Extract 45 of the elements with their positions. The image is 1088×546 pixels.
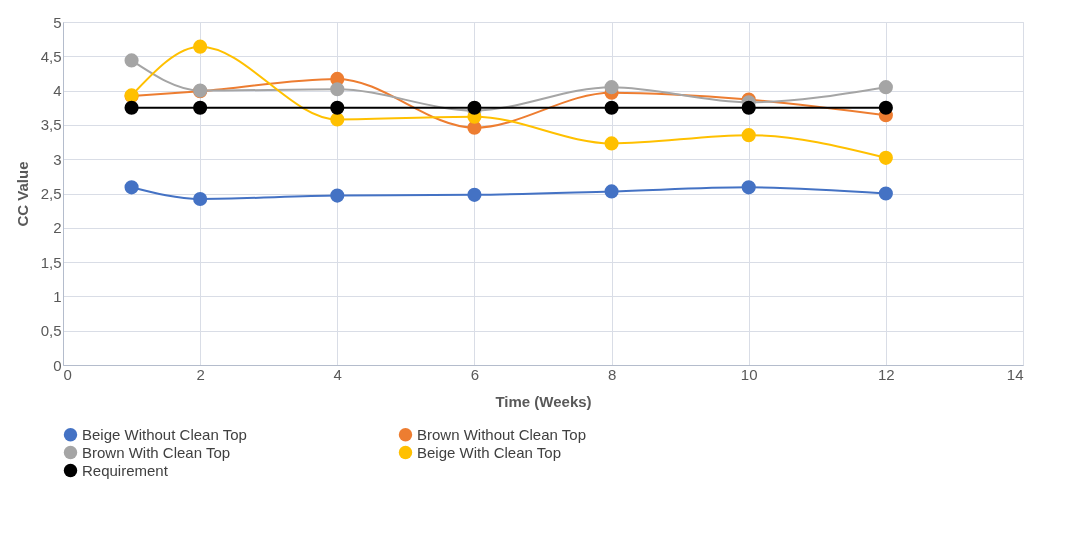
point <box>124 180 139 195</box>
point <box>193 39 208 54</box>
point <box>330 100 345 115</box>
y-tick-label: 1,5 <box>40 253 62 271</box>
point <box>741 180 756 195</box>
legend-label: Brown Without Clean Top <box>417 425 586 443</box>
point <box>878 80 893 95</box>
x-axis-title: Time (Weeks) <box>495 392 592 410</box>
point <box>193 191 208 207</box>
x-tick-label: 10 <box>740 365 758 383</box>
x-tick-label: 12 <box>878 365 895 383</box>
x-tick-label: 2 <box>196 365 205 383</box>
x-tick-label: 8 <box>607 365 617 383</box>
legend-label: Beige With Clean Top <box>417 443 561 461</box>
point <box>878 100 893 115</box>
point <box>741 100 756 115</box>
x-tick-label: 14 <box>1006 365 1024 383</box>
point <box>741 128 756 143</box>
point <box>604 184 619 199</box>
y-tick-label: 2 <box>53 219 62 237</box>
y-tick-label: 3,5 <box>40 116 62 134</box>
point <box>124 53 139 68</box>
point <box>604 100 619 115</box>
y-tick-label: 4,5 <box>40 47 62 65</box>
y-axis-title: CC Value <box>13 161 31 227</box>
x-tick-label: 6 <box>470 365 480 383</box>
point <box>604 80 619 95</box>
x-tick-label: 4 <box>333 365 342 383</box>
point <box>878 186 893 201</box>
point <box>878 150 893 165</box>
point <box>604 136 619 151</box>
legend-label: Brown With Clean Top <box>82 443 231 461</box>
y-tick-label: 4 <box>53 82 62 100</box>
point <box>467 187 482 202</box>
y-tick-label: 5 <box>53 13 62 31</box>
point <box>193 100 208 115</box>
point <box>330 82 345 97</box>
y-tick-label: 0,5 <box>40 322 62 340</box>
point <box>330 188 345 203</box>
legend-label: Requirement <box>82 461 169 479</box>
y-tick-label: 2,5 <box>40 185 62 202</box>
y-tick-label: 1 <box>53 287 62 305</box>
point <box>124 100 139 115</box>
legend-label: Beige Without Clean Top <box>82 425 247 443</box>
y-tick-label: 3 <box>53 150 62 168</box>
